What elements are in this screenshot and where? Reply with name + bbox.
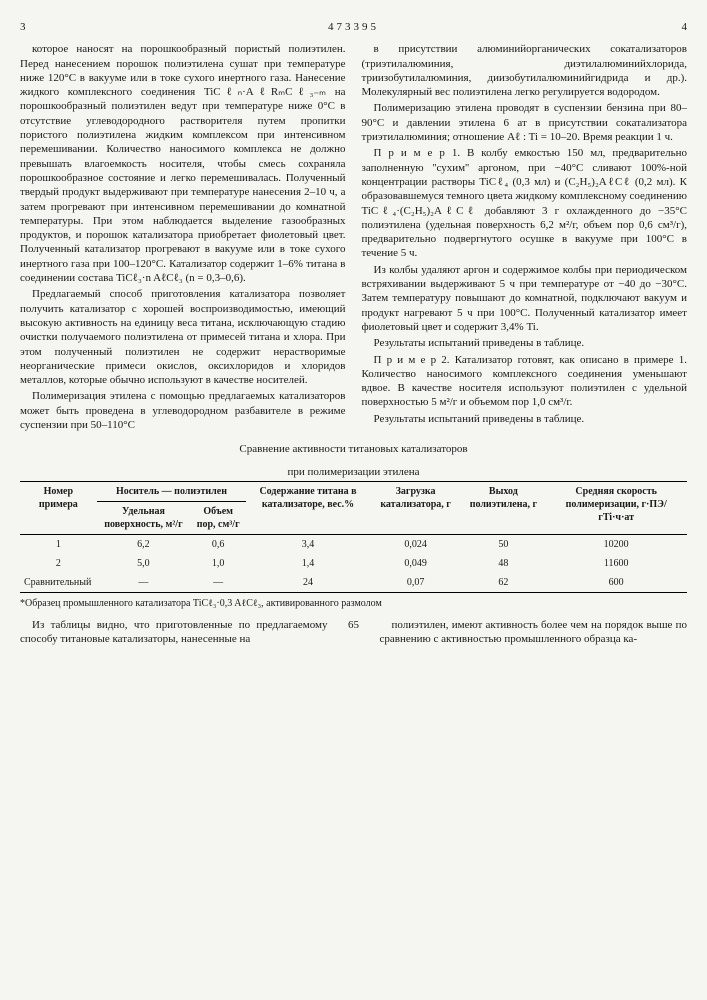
th: Содержание титана в катализаторе, вес.% [246, 481, 370, 534]
table-title-2: при полимеризации этилена [20, 465, 687, 479]
td: 10200 [545, 534, 687, 554]
para: Результаты испытаний приведены в таблице… [362, 336, 688, 350]
td: 50 [461, 534, 545, 554]
td: — [97, 573, 190, 593]
th: Выход полиэтилена, г [461, 481, 545, 534]
th: Удельная поверхность, м²/г [97, 501, 190, 534]
td: 3,4 [246, 534, 370, 554]
para: Полимеризация этилена с помощью предлага… [20, 389, 346, 432]
bottom-columns: Из таблицы видно, что приготовленные по … [20, 618, 687, 647]
line-marker: 65 [348, 619, 359, 631]
td: 48 [461, 554, 545, 573]
page-header: 3 473395 4 [20, 20, 687, 34]
th: Номер примера [20, 481, 97, 534]
para: П р и м е р 2. Катализатор готовят, как … [362, 353, 688, 410]
td: 0,07 [370, 573, 462, 593]
left-column: которое наносят на порошкообразный порис… [20, 42, 346, 434]
td: 6,2 [97, 534, 190, 554]
para: Предлагаемый способ приготовления катали… [20, 287, 346, 387]
td: 2 [20, 554, 97, 573]
bottom-right: полиэтилен, имеют активность более чем н… [380, 618, 688, 647]
main-columns: которое наносят на порошкообразный порис… [20, 42, 687, 434]
td: 0,049 [370, 554, 462, 573]
td: 600 [545, 573, 687, 593]
para: которое наносят на порошкообразный порис… [20, 42, 346, 285]
para: Результаты испытаний приведены в таблице… [362, 412, 688, 426]
para: Полимеризацию этилена проводят в суспенз… [362, 101, 688, 144]
th: Средняя скорость полимеризации, г·ПЭ/гTi… [545, 481, 687, 534]
table-row: 1 6,2 0,6 3,4 0,024 50 10200 [20, 534, 687, 554]
td: 0,6 [190, 534, 246, 554]
th: Объем пор, см³/г [190, 501, 246, 534]
bottom-left: Из таблицы видно, что приготовленные по … [20, 618, 328, 647]
td: 1,4 [246, 554, 370, 573]
td: 5,0 [97, 554, 190, 573]
td: 62 [461, 573, 545, 593]
comparison-table: Номер примера Носитель — полиэтилен Соде… [20, 481, 687, 593]
td: 24 [246, 573, 370, 593]
td: 1 [20, 534, 97, 554]
para: в присутствии алюминийорганических сокат… [362, 42, 688, 99]
td: 1,0 [190, 554, 246, 573]
table-body: 1 6,2 0,6 3,4 0,024 50 10200 2 5,0 1,0 1… [20, 534, 687, 592]
table-title-1: Сравнение активности титановых катализат… [20, 442, 687, 456]
td: 0,024 [370, 534, 462, 554]
page-right: 4 [682, 20, 688, 34]
table-row: Сравнительный — — 24 0,07 62 600 [20, 573, 687, 593]
th: Загрузка катализатора, г [370, 481, 462, 534]
td: Сравнительный [20, 573, 97, 593]
th: Носитель — полиэтилен [97, 481, 247, 501]
para: П р и м е р 1. В колбу емкостью 150 мл, … [362, 146, 688, 260]
table-footnote: *Образец промышленного катализатора TiCℓ… [20, 597, 687, 610]
td: 11600 [545, 554, 687, 573]
para: Из колбы удаляют аргон и содержимое колб… [362, 263, 688, 334]
td: — [190, 573, 246, 593]
table-row: 2 5,0 1,0 1,4 0,049 48 11600 [20, 554, 687, 573]
doc-number: 473395 [26, 20, 682, 34]
right-column: в присутствии алюминийорганических сокат… [362, 42, 688, 434]
